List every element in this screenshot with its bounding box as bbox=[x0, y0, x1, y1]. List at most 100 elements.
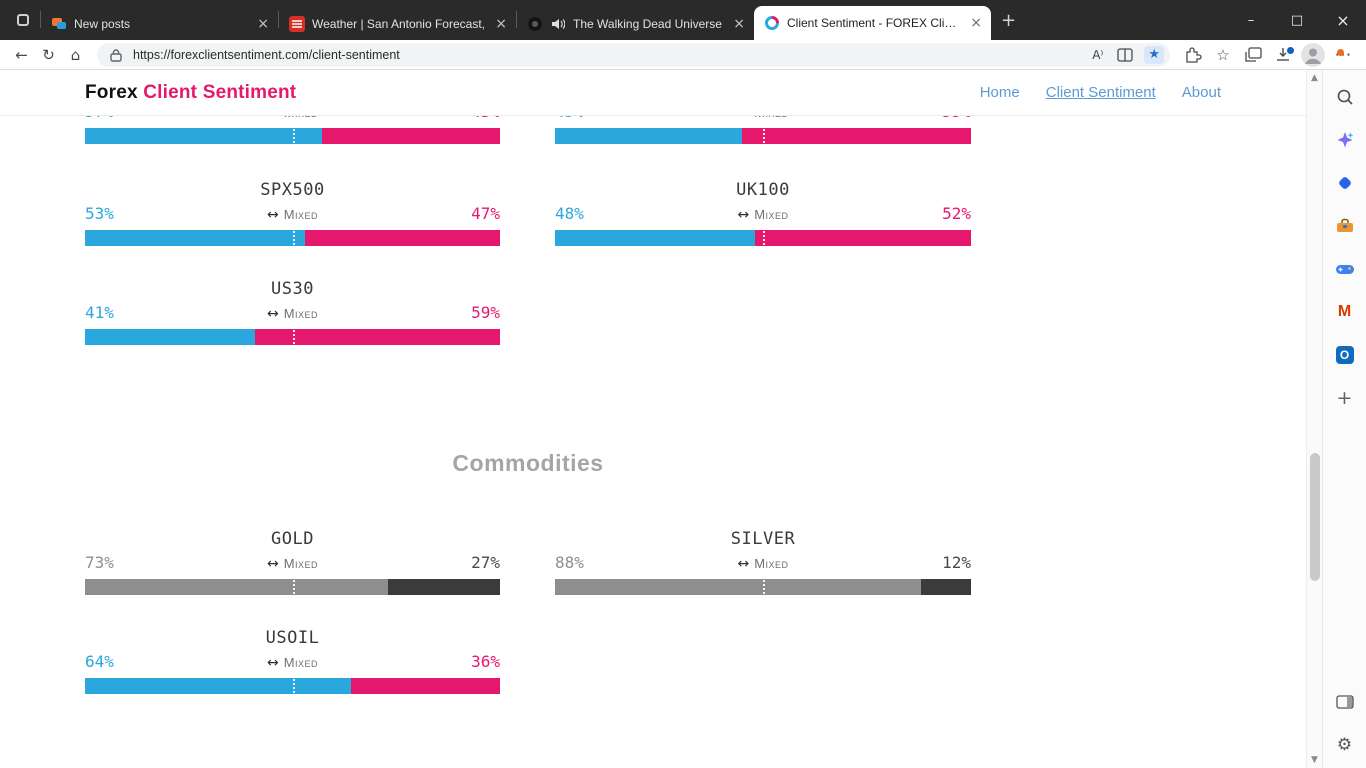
short-percent: 47% bbox=[471, 204, 501, 223]
drop-diamond-icon[interactable] bbox=[1332, 170, 1358, 196]
mixed-label: Mixed bbox=[283, 207, 319, 222]
window-close-button[interactable]: × bbox=[1336, 10, 1350, 30]
long-percent: 48% bbox=[555, 204, 584, 223]
profile-avatar[interactable] bbox=[1298, 42, 1328, 67]
short-percent: 52% bbox=[942, 204, 972, 223]
home-button[interactable]: ⌂ bbox=[70, 45, 81, 64]
sentiment-bar bbox=[85, 329, 500, 345]
games-icon[interactable] bbox=[1332, 256, 1358, 282]
long-bar-segment bbox=[555, 128, 743, 144]
sentiment-bar bbox=[85, 678, 500, 694]
tab-title: New posts bbox=[74, 17, 131, 31]
short-percent: 12% bbox=[942, 553, 972, 572]
mixed-label: Mixed bbox=[754, 556, 789, 571]
sentiment-row-clipped: 57% ↔ Mixed 43% bbox=[85, 116, 500, 144]
nav-link-home[interactable]: Home bbox=[979, 84, 1020, 101]
long-bar-segment bbox=[85, 329, 256, 345]
favorite-star-icon[interactable]: ★ bbox=[1144, 45, 1164, 64]
site-nav: Home Client Sentiment About bbox=[980, 84, 1221, 101]
window-minimize-button[interactable]: – bbox=[1247, 12, 1255, 28]
instrument-name: UK100 bbox=[736, 180, 790, 200]
instrument-name: USOIL bbox=[265, 628, 320, 648]
short-percent: 55% bbox=[789, 116, 971, 121]
long-percent: 45% bbox=[555, 116, 737, 121]
tab-actions-icon bbox=[17, 14, 29, 26]
microsoft-365-icon[interactable]: M bbox=[1337, 303, 1352, 320]
tab-separator bbox=[278, 11, 279, 28]
nav-link-client-sentiment[interactable]: Client Sentiment bbox=[1045, 84, 1156, 101]
refresh-button[interactable]: ↻ bbox=[42, 45, 55, 64]
mixed-label: Mixed bbox=[283, 306, 319, 321]
long-bar-segment bbox=[85, 230, 305, 246]
nav-link-about[interactable]: About bbox=[1181, 84, 1221, 101]
long-bar-segment bbox=[85, 579, 388, 595]
address-bar[interactable]: https://forexclientsentiment.com/client-… bbox=[97, 42, 1170, 67]
lock-icon[interactable] bbox=[107, 48, 125, 62]
tab-close-icon[interactable]: × bbox=[733, 16, 745, 32]
collections-icon[interactable] bbox=[1238, 46, 1268, 63]
instrument-name: GOLD bbox=[271, 529, 314, 549]
browser-tab-walking-dead[interactable]: The Walking Dead Universe × bbox=[517, 8, 754, 40]
long-bar-segment bbox=[85, 678, 351, 694]
browser-tab-weather[interactable]: Weather | San Antonio Forecast, × bbox=[279, 8, 516, 40]
short-bar-segment bbox=[754, 230, 971, 246]
indices-grid: 57% ↔ Mixed 43% 45% bbox=[85, 116, 971, 378]
mixed-arrow-icon: ↔ bbox=[266, 655, 279, 671]
long-percent: 53% bbox=[85, 204, 114, 223]
commodities-grid: GOLD 73% ↔ Mixed 27% SILVER 88% bbox=[85, 529, 971, 727]
mixed-label: Mixed bbox=[754, 116, 788, 120]
tab-close-icon[interactable]: × bbox=[257, 16, 269, 32]
site-header: Forex Client Sentiment Home Client Senti… bbox=[0, 70, 1306, 116]
sentiment-bar bbox=[85, 579, 500, 595]
site-logo: Forex Client Sentiment bbox=[85, 81, 297, 103]
long-percent: 64% bbox=[85, 652, 114, 671]
browser-tab-new-posts[interactable]: New posts × bbox=[41, 8, 278, 40]
mixed-arrow-icon: ↔ bbox=[266, 207, 279, 223]
browser-tab-client-sentiment-active[interactable]: Client Sentiment - FOREX Client × bbox=[754, 6, 991, 40]
long-percent: 57% bbox=[85, 116, 267, 121]
url-text: https://forexclientsentiment.com/client-… bbox=[133, 47, 400, 62]
outlook-icon[interactable]: O bbox=[1332, 342, 1358, 368]
sentiment-row-usoil: USOIL 64% ↔ Mixed 36% bbox=[85, 628, 500, 694]
extensions-icon[interactable] bbox=[1178, 46, 1208, 64]
scroll-up-arrow-icon[interactable]: ▲ bbox=[1311, 73, 1318, 83]
read-aloud-icon[interactable]: A⁾ bbox=[1092, 47, 1104, 62]
long-percent: 73% bbox=[85, 553, 114, 572]
sidebar-toggle-icon[interactable] bbox=[1332, 689, 1358, 715]
short-percent: 36% bbox=[471, 652, 501, 671]
new-tab-button[interactable]: + bbox=[1001, 10, 1017, 31]
scrollbar-thumb[interactable] bbox=[1310, 453, 1320, 581]
page-scrollbar[interactable]: ▲ ▼ bbox=[1306, 70, 1322, 768]
sentiment-bar bbox=[85, 230, 500, 246]
short-percent: 59% bbox=[471, 303, 501, 322]
downloads-icon[interactable] bbox=[1268, 46, 1298, 63]
back-button[interactable]: ← bbox=[15, 45, 28, 64]
add-sidebar-item-icon[interactable]: + bbox=[1336, 387, 1353, 409]
copilot-sparkle-icon[interactable] bbox=[1332, 127, 1358, 153]
search-icon[interactable] bbox=[1332, 84, 1358, 110]
sentiment-row-gold: GOLD 73% ↔ Mixed 27% bbox=[85, 529, 500, 595]
browser-tab-strip: New posts × Weather | San Antonio Foreca… bbox=[0, 0, 1366, 40]
tab-close-icon[interactable]: × bbox=[495, 16, 507, 32]
scroll-down-arrow-icon[interactable]: ▼ bbox=[1311, 755, 1318, 765]
instrument-name: SILVER bbox=[730, 529, 796, 549]
downloads-badge bbox=[1287, 46, 1294, 54]
short-bar-segment bbox=[921, 579, 971, 595]
sentiment-bar bbox=[555, 230, 971, 246]
tab-title: Weather | San Antonio Forecast, bbox=[312, 17, 485, 31]
split-screen-icon[interactable] bbox=[1114, 47, 1136, 62]
browser-toolbar: ← ↻ ⌂ https://forexclientsentiment.com/c… bbox=[0, 40, 1366, 70]
new-posts-favicon bbox=[51, 16, 67, 32]
mixed-arrow-icon: ↔ bbox=[266, 556, 279, 572]
tab-actions-button[interactable] bbox=[8, 4, 38, 36]
web-page: Forex Client Sentiment Home Client Senti… bbox=[0, 70, 1306, 768]
short-percent: 27% bbox=[471, 553, 501, 572]
toolbox-icon[interactable] bbox=[1332, 213, 1358, 239]
weather-favicon bbox=[289, 16, 305, 32]
tab-audio-icon[interactable] bbox=[550, 16, 566, 32]
tab-close-icon[interactable]: × bbox=[970, 15, 982, 31]
favorites-icon[interactable]: ☆ bbox=[1216, 45, 1230, 64]
window-maximize-button[interactable]: □ bbox=[1290, 12, 1304, 28]
settings-gear-icon[interactable]: ⚙ bbox=[1336, 735, 1353, 755]
edge-sidebar: M O + ⚙ bbox=[1322, 70, 1366, 768]
